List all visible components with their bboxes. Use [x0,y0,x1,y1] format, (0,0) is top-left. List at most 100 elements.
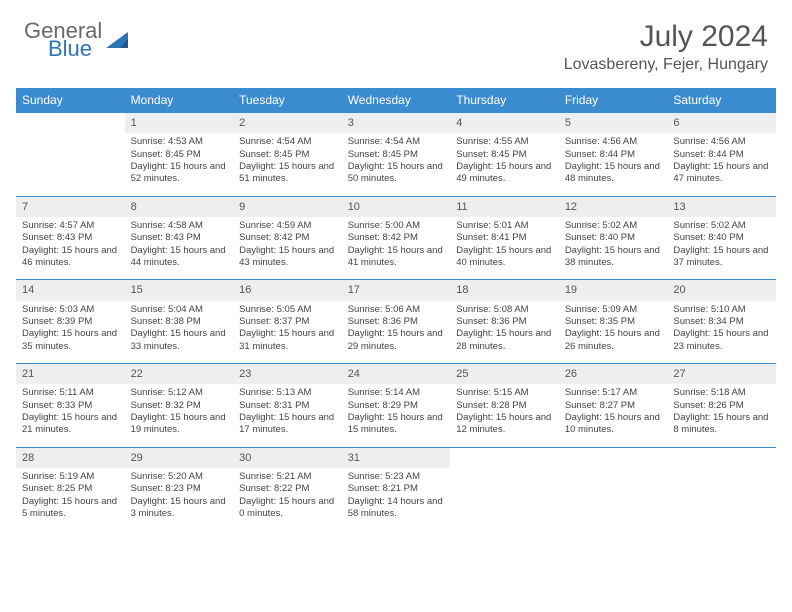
sunrise-text: Sunrise: 4:59 AM [239,220,336,232]
sunset-text: Sunset: 8:26 PM [673,400,770,412]
day-data-cell: Sunrise: 5:00 AMSunset: 8:42 PMDaylight:… [342,217,451,280]
day-number-cell: 21 [16,364,125,385]
sunrise-text: Sunrise: 5:19 AM [22,471,119,483]
sunset-text: Sunset: 8:35 PM [565,316,662,328]
day-number-cell: 20 [667,280,776,301]
day-data-cell: Sunrise: 4:58 AMSunset: 8:43 PMDaylight:… [125,217,234,280]
sunrise-text: Sunrise: 5:13 AM [239,387,336,399]
sunset-text: Sunset: 8:22 PM [239,483,336,495]
day-number-row: 78910111213 [16,196,776,217]
day-number-row: 14151617181920 [16,280,776,301]
weekday-header: Wednesday [342,88,451,113]
day-number-cell: 18 [450,280,559,301]
sunrise-text: Sunrise: 5:10 AM [673,304,770,316]
day-number-cell: 22 [125,364,234,385]
day-data-cell: Sunrise: 4:53 AMSunset: 8:45 PMDaylight:… [125,133,234,196]
sunrise-text: Sunrise: 5:02 AM [565,220,662,232]
sunset-text: Sunset: 8:23 PM [131,483,228,495]
day-number-cell: 12 [559,196,668,217]
brand-logo: General Blue [24,20,132,60]
day-number-cell: 17 [342,280,451,301]
daylight-text: Daylight: 15 hours and 41 minutes. [348,245,445,270]
day-data-cell: Sunrise: 4:54 AMSunset: 8:45 PMDaylight:… [233,133,342,196]
sunrise-text: Sunrise: 5:01 AM [456,220,553,232]
day-number-cell: 2 [233,113,342,134]
day-data-cell [667,468,776,530]
sunrise-text: Sunrise: 5:23 AM [348,471,445,483]
sunset-text: Sunset: 8:38 PM [131,316,228,328]
day-data-row: Sunrise: 5:03 AMSunset: 8:39 PM Daylight:… [16,301,776,364]
day-data-row: Sunrise: 5:19 AMSunset: 8:25 PMDaylight:… [16,468,776,530]
sunrise-text: Sunrise: 5:14 AM [348,387,445,399]
day-data-cell: Sunrise: 5:18 AMSunset: 8:26 PMDaylight:… [667,384,776,447]
daylight-text: Daylight: 15 hours and 48 minutes. [565,161,662,186]
sunrise-text: Sunrise: 5:05 AM [239,304,336,316]
day-data-cell: Sunrise: 5:13 AMSunset: 8:31 PMDaylight:… [233,384,342,447]
daylight-text: Daylight: 15 hours and 31 minutes. [239,328,336,353]
day-number-row: 21222324252627 [16,364,776,385]
daylight-text: Daylight: 15 hours and 12 minutes. [456,412,553,437]
day-data-cell: Sunrise: 5:04 AMSunset: 8:38 PMDaylight:… [125,301,234,364]
sunrise-text: Sunrise: 4:53 AM [131,136,228,148]
day-data-cell: Sunrise: 4:54 AMSunset: 8:45 PMDaylight:… [342,133,451,196]
sunset-text: Sunset: 8:43 PM [131,232,228,244]
sunset-text: Sunset: 8:39 PM [22,316,119,328]
sunrise-text: Sunrise: 5:00 AM [348,220,445,232]
sunset-text: Sunset: 8:41 PM [456,232,553,244]
day-number-cell: 30 [233,447,342,468]
sunset-text: Sunset: 8:40 PM [673,232,770,244]
day-number-cell: 25 [450,364,559,385]
day-data-cell [16,133,125,196]
day-data-cell: Sunrise: 5:09 AMSunset: 8:35 PMDaylight:… [559,301,668,364]
day-data-cell [450,468,559,530]
sunrise-text: Sunrise: 5:11 AM [22,387,119,399]
sunset-text: Sunset: 8:29 PM [348,400,445,412]
sunrise-text: Sunrise: 5:08 AM [456,304,553,316]
day-number-cell: 27 [667,364,776,385]
sunrise-text: Sunrise: 5:18 AM [673,387,770,399]
day-number-cell [667,447,776,468]
day-number-cell: 23 [233,364,342,385]
day-number-cell: 11 [450,196,559,217]
daylight-text: Daylight: 15 hours and 5 minutes. [22,496,119,521]
day-data-cell: Sunrise: 5:01 AMSunset: 8:41 PMDaylight:… [450,217,559,280]
calendar-body: 123456Sunrise: 4:53 AMSunset: 8:45 PMDay… [16,113,776,531]
day-number-cell: 16 [233,280,342,301]
day-number-cell [16,113,125,134]
day-number-cell: 29 [125,447,234,468]
sunrise-text: Sunrise: 5:21 AM [239,471,336,483]
day-data-cell: Sunrise: 5:21 AMSunset: 8:22 PMDaylight:… [233,468,342,530]
sunrise-text: Sunrise: 5:03 AM [22,304,119,316]
daylight-text: Daylight: 15 hours and 21 minutes. [22,412,119,437]
daylight-text: Daylight: 15 hours and 0 minutes. [239,496,336,521]
daylight-text: Daylight: 15 hours and 26 minutes. [565,328,662,353]
day-data-cell: Sunrise: 4:57 AMSunset: 8:43 PMDaylight:… [16,217,125,280]
day-data-cell: Sunrise: 5:10 AMSunset: 8:34 PMDaylight:… [667,301,776,364]
daylight-text: Daylight: 15 hours and 23 minutes. [673,328,770,353]
day-data-cell: Sunrise: 5:02 AMSunset: 8:40 PMDaylight:… [559,217,668,280]
day-data-cell: Sunrise: 5:12 AMSunset: 8:32 PMDaylight:… [125,384,234,447]
day-number-cell: 3 [342,113,451,134]
day-number-cell: 14 [16,280,125,301]
sunset-text: Sunset: 8:42 PM [348,232,445,244]
day-data-cell: Sunrise: 5:14 AMSunset: 8:29 PMDaylight:… [342,384,451,447]
sunset-text: Sunset: 8:33 PM [22,400,119,412]
day-data-cell: Sunrise: 5:15 AMSunset: 8:28 PMDaylight:… [450,384,559,447]
day-data-cell: Sunrise: 5:02 AMSunset: 8:40 PMDaylight:… [667,217,776,280]
sunrise-text: Sunrise: 5:06 AM [348,304,445,316]
daylight-text: Daylight: 15 hours and 3 minutes. [131,496,228,521]
day-number-cell: 1 [125,113,234,134]
brand-part2: Blue [48,38,102,60]
daylight-text: Daylight: 15 hours and 38 minutes. [565,245,662,270]
page-header: General Blue July 2024 Lovasbereny, Feje… [0,0,792,82]
sunset-text: Sunset: 8:32 PM [131,400,228,412]
calendar-table: SundayMondayTuesdayWednesdayThursdayFrid… [16,88,776,530]
day-data-row: Sunrise: 4:53 AMSunset: 8:45 PMDaylight:… [16,133,776,196]
sunset-text: Sunset: 8:31 PM [239,400,336,412]
daylight-text: Daylight: 15 hours and 47 minutes. [673,161,770,186]
day-data-cell: Sunrise: 5:05 AMSunset: 8:37 PMDaylight:… [233,301,342,364]
day-number-cell [559,447,668,468]
day-data-cell: Sunrise: 5:20 AMSunset: 8:23 PMDaylight:… [125,468,234,530]
sunrise-text: Sunrise: 5:15 AM [456,387,553,399]
day-number-cell: 5 [559,113,668,134]
